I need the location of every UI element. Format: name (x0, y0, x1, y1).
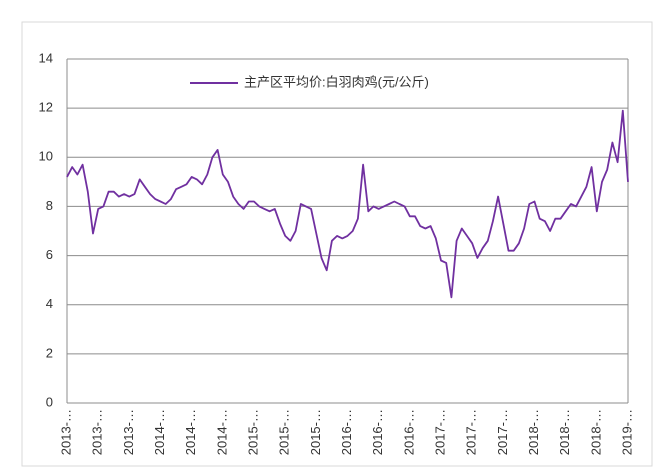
y-tick-label: 6 (46, 247, 53, 262)
x-tick-label: 2013-… (121, 409, 136, 455)
x-tick-label: 2017-… (432, 409, 447, 455)
x-tick-label: 2017-… (495, 409, 510, 455)
x-tick-label: 2018-… (557, 409, 572, 455)
x-tick-label: 2018-… (588, 409, 603, 455)
x-tick-label: 2015-… (308, 409, 323, 455)
x-tick-label: 2019-… (619, 409, 634, 455)
x-tick-label: 2013-… (90, 409, 105, 455)
chart-frame (21, 21, 653, 467)
x-tick-label: 2015-… (245, 409, 260, 455)
x-tick-label: 2014-… (183, 409, 198, 455)
y-tick-label: 4 (46, 296, 53, 311)
y-tick-label: 2 (46, 345, 53, 360)
y-tick-label: 0 (46, 394, 53, 409)
legend-label: 主产区平均价:白羽肉鸡(元/公斤) (244, 74, 429, 89)
y-tick-label: 10 (39, 149, 53, 164)
x-tick-label: 2017-… (464, 409, 479, 455)
y-tick-label: 12 (39, 100, 53, 115)
x-tick-label: 2013-… (58, 409, 73, 455)
x-tick-label: 2014-… (152, 409, 167, 455)
y-tick-label: 8 (46, 198, 53, 213)
x-tick-label: 2016-… (370, 409, 385, 455)
x-tick-label: 2016-… (401, 409, 416, 455)
data-line (66, 109, 629, 299)
x-tick-label: 2014-… (214, 409, 229, 455)
y-tick-label: 14 (39, 50, 53, 65)
x-tick-label: 2018-… (526, 409, 541, 455)
x-tick-label: 2015-… (277, 409, 292, 455)
x-tick-label: 2016-… (339, 409, 354, 455)
